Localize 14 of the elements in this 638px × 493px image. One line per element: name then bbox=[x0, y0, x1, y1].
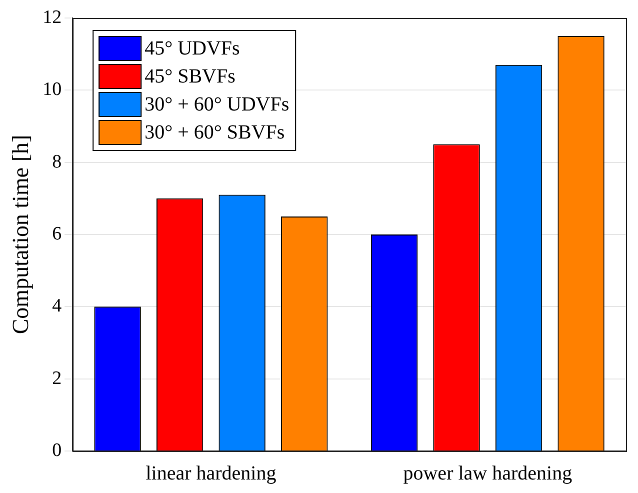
y-axis-title: Computation time [h] bbox=[8, 134, 33, 334]
x-tick-label: linear hardening bbox=[146, 462, 276, 484]
y-tick-label: 10 bbox=[42, 79, 62, 100]
y-tick-label: 0 bbox=[52, 440, 62, 461]
y-tick-label: 6 bbox=[52, 223, 62, 244]
y-tick-label: 8 bbox=[52, 151, 62, 172]
legend-label: 30° + 60° SBVFs bbox=[144, 121, 285, 144]
legend-label: 45° UDVFs bbox=[144, 37, 240, 60]
x-tick-label: power law hardening bbox=[403, 462, 572, 484]
y-tick-label: 2 bbox=[52, 368, 62, 389]
legend-label: 30° + 60° UDVFs bbox=[144, 93, 290, 116]
y-tick-label: 4 bbox=[52, 296, 62, 317]
y-tick-label: 12 bbox=[42, 6, 62, 28]
legend-label: 45° SBVFs bbox=[144, 65, 236, 88]
